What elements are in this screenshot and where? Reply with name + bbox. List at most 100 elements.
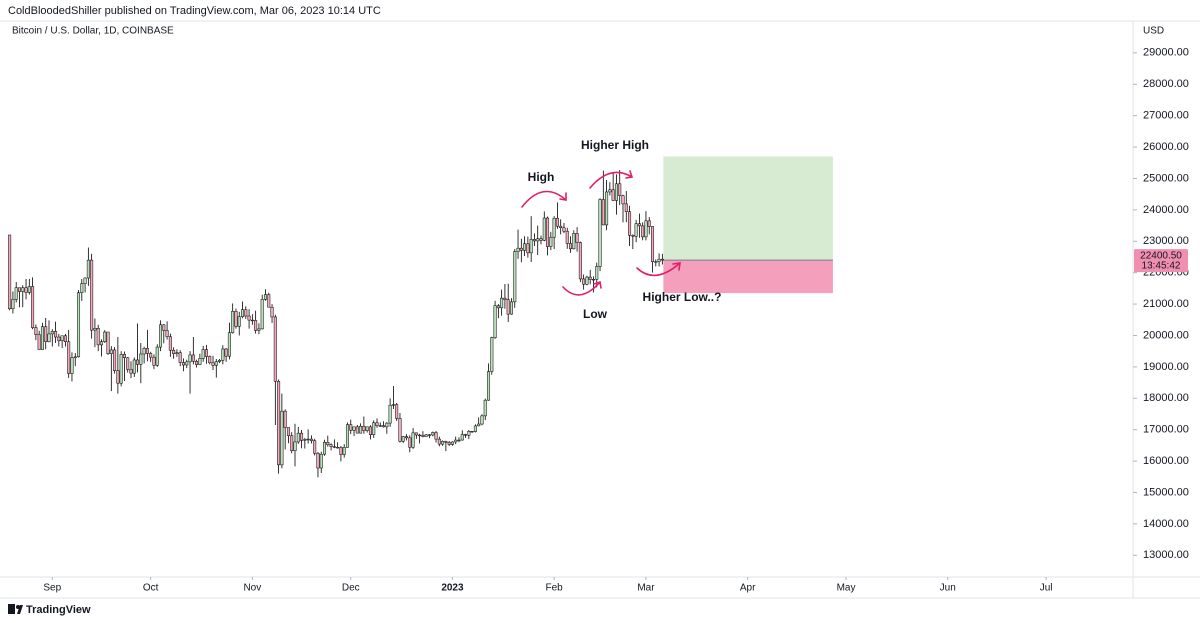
candle-body: [113, 349, 117, 371]
candle-body: [408, 437, 412, 448]
candle-body: [611, 189, 615, 201]
candle-body: [14, 287, 18, 300]
candle-body: [601, 199, 605, 226]
publish-info: ColdBloodedShiller published on TradingV…: [8, 5, 381, 17]
candle-body: [126, 357, 130, 370]
candle-body: [319, 453, 323, 469]
candle-body: [175, 352, 179, 354]
candle-body: [34, 327, 38, 335]
candle-body: [99, 341, 103, 346]
y-tick-label: 25000.00: [1143, 172, 1189, 184]
candle-body: [621, 195, 625, 205]
candle-body: [368, 426, 372, 435]
candle-body: [618, 183, 622, 196]
candle-body: [519, 247, 523, 251]
candle-body: [460, 434, 464, 441]
annotation: Higher Low..?: [643, 290, 722, 304]
candle-body: [385, 422, 389, 428]
candle-body: [181, 362, 185, 366]
candle-body: [345, 424, 349, 448]
candle-body: [470, 431, 474, 433]
candle-body: [254, 320, 258, 331]
x-tick-label: Jul: [1040, 583, 1053, 594]
candle-body: [86, 259, 90, 279]
candle-body: [218, 360, 222, 362]
candle-body: [293, 441, 297, 451]
candle-body: [378, 425, 382, 427]
candle-body: [168, 336, 172, 351]
candle-body: [657, 258, 661, 262]
candle-body: [450, 441, 454, 445]
candle-body: [67, 341, 71, 374]
candle-body: [303, 439, 307, 441]
candle-body: [106, 331, 110, 354]
candle-body: [300, 432, 304, 441]
candle-body: [539, 238, 543, 241]
candle-body: [529, 239, 533, 254]
candle-body: [552, 218, 556, 238]
candle-body: [339, 447, 343, 455]
candle-body: [77, 292, 81, 358]
candle-body: [464, 434, 468, 436]
annotation: Higher High: [581, 138, 649, 152]
candle-body: [306, 438, 310, 441]
candle-body: [326, 441, 330, 446]
candle-body: [591, 279, 595, 281]
candle-body: [614, 183, 618, 201]
candle-body: [513, 251, 517, 303]
y-tick-label: 26000.00: [1143, 141, 1189, 153]
candle-body: [250, 319, 254, 322]
candle-body: [654, 261, 658, 263]
price-label-bg: [1134, 249, 1188, 273]
candle-body: [231, 311, 235, 333]
y-tick-label: 18000.00: [1143, 392, 1189, 404]
candle-body: [60, 335, 64, 342]
candle-body: [11, 299, 15, 310]
candle-body: [532, 239, 536, 242]
candle-body: [388, 404, 392, 424]
candle-body: [457, 439, 461, 442]
y-tick-label: 15000.00: [1143, 486, 1189, 498]
candle-body: [555, 218, 559, 227]
x-tick-label: Oct: [143, 583, 159, 594]
candle-body: [270, 306, 274, 318]
candle-body: [208, 356, 212, 364]
candle-body: [414, 432, 418, 436]
y-tick-label: 24000.00: [1143, 204, 1189, 216]
candle-body: [411, 432, 415, 448]
candle-body: [54, 331, 58, 338]
candle-body: [191, 354, 195, 362]
x-tick-label: May: [837, 583, 856, 594]
candle-body: [31, 286, 35, 328]
candle-body: [651, 226, 655, 262]
candle-body: [437, 438, 441, 445]
candle-body: [516, 247, 520, 252]
candle-body: [172, 349, 176, 354]
candle-body: [598, 199, 602, 267]
candle-body: [80, 283, 84, 294]
y-tick-label: 19000.00: [1143, 361, 1189, 373]
annotation: High: [528, 170, 555, 184]
countdown: 13:45:42: [1142, 261, 1181, 272]
price-label: 22400.50: [1140, 251, 1182, 262]
candle-body: [467, 431, 471, 436]
candle-body: [441, 441, 445, 445]
candle-body: [401, 436, 405, 442]
candle-body: [427, 434, 431, 436]
candle-body: [503, 297, 507, 300]
y-tick-label: 16000.00: [1143, 455, 1189, 467]
x-tick-label: Feb: [546, 583, 564, 594]
candle-body: [506, 299, 510, 315]
candle-body: [24, 287, 28, 293]
candle-body: [559, 225, 563, 229]
candle-body: [483, 399, 487, 417]
candle-body: [159, 324, 163, 348]
candle-body: [562, 227, 566, 232]
candle-body: [608, 189, 612, 193]
candle-body: [382, 425, 386, 428]
candle-body: [152, 356, 156, 366]
candle-body: [329, 444, 333, 447]
y-tick-label: 27000.00: [1143, 110, 1189, 122]
candle-body: [565, 230, 569, 244]
